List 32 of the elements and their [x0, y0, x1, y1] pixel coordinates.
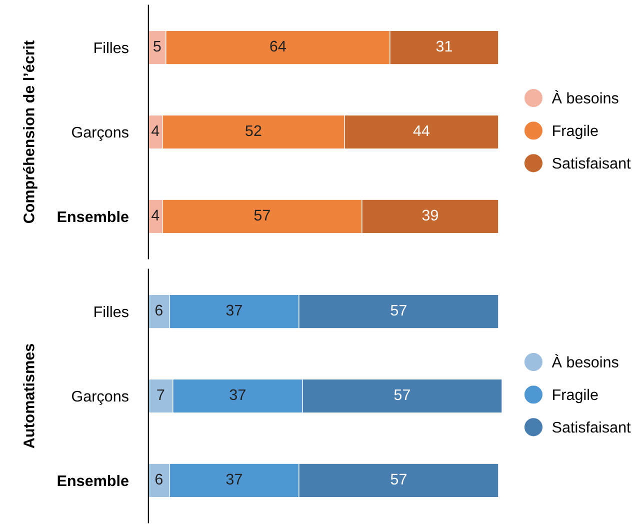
y-axis-title: Automatismes	[23, 344, 34, 448]
legend-label: Satisfaisant	[552, 157, 631, 169]
legend-label: Satisfaisant	[552, 421, 631, 433]
data-label: 37	[230, 389, 246, 400]
data-label: 5	[154, 40, 161, 52]
legend-label: À besoins	[552, 90, 618, 104]
data-label: 52	[246, 125, 262, 136]
data-label: 57	[254, 210, 270, 221]
data-label: 6	[155, 304, 162, 316]
y-tick-label: Filles	[94, 306, 128, 318]
data-label: 31	[436, 40, 452, 52]
data-label: 57	[390, 304, 406, 316]
y-tick-label: Ensemble	[58, 210, 128, 222]
data-label: 4	[152, 125, 160, 136]
data-label: 37	[226, 304, 242, 316]
data-label: 39	[422, 210, 438, 221]
data-label: 4	[152, 210, 160, 220]
data-label: 64	[270, 40, 286, 52]
y-tick-label: Garçons	[72, 126, 128, 141]
y-tick-label: Ensemble	[58, 474, 128, 486]
legend-label: À besoins	[552, 354, 618, 368]
legend-label: Fragile	[553, 388, 598, 404]
data-label: 57	[390, 474, 406, 485]
y-tick-label: Garçons	[72, 390, 128, 405]
y-axis-title: Compréhension de l’écrit	[22, 40, 38, 224]
data-label: 6	[155, 474, 162, 485]
data-label: 44	[413, 125, 430, 136]
legend-label: Fragile	[553, 124, 598, 140]
data-label: 7	[157, 389, 164, 400]
data-label: 37	[226, 474, 242, 485]
data-label: 57	[394, 389, 410, 400]
y-tick-label: Filles	[94, 42, 128, 54]
